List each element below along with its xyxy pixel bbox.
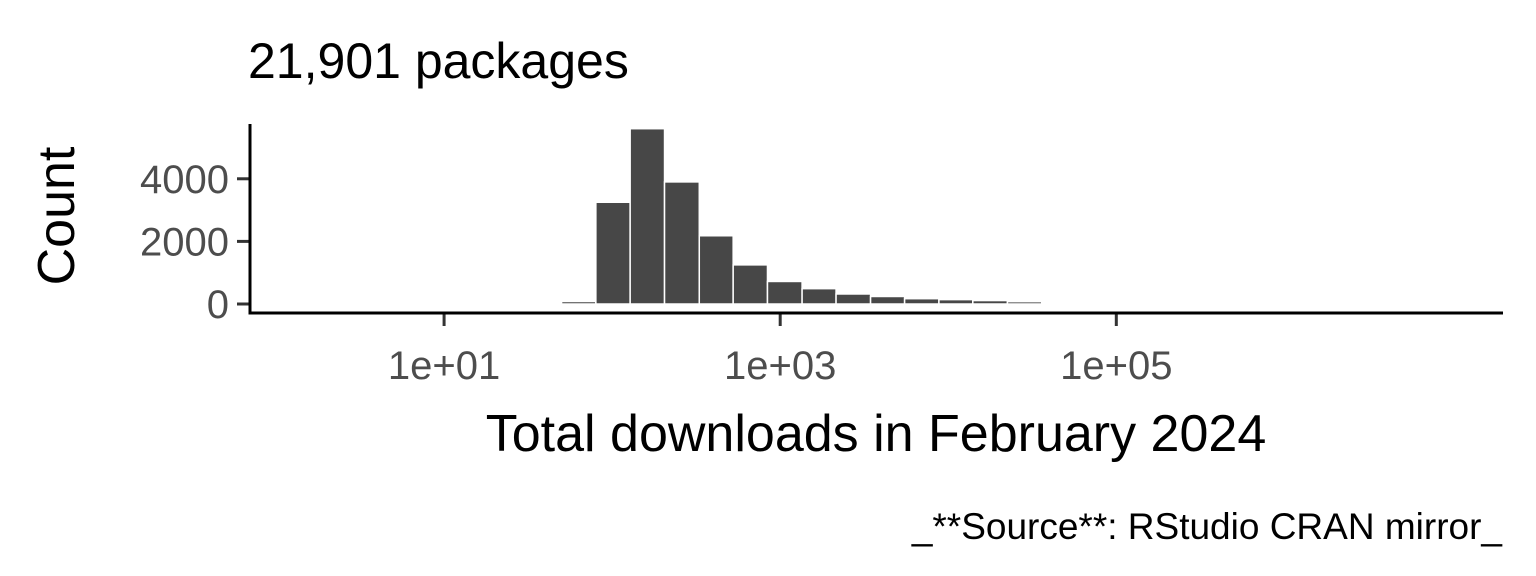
histogram-bar — [766, 280, 803, 305]
histogram-bars — [560, 127, 1043, 305]
histogram-bar — [938, 298, 974, 305]
x-axis-title: Total downloads in February 2024 — [486, 405, 1266, 463]
y-tick-label: 4000 — [140, 158, 229, 202]
histogram-bar — [698, 235, 734, 305]
x-tick-label: 1e+03 — [724, 344, 836, 388]
x-tick-label: 1e+01 — [388, 344, 500, 388]
histogram-bar — [801, 287, 837, 305]
chart-caption: _**Source**: RStudio CRAN mirror_ — [911, 506, 1503, 547]
chart-title: 21,901 packages — [248, 33, 629, 89]
y-axis-ticks: 0 2000 4000 — [140, 158, 250, 327]
histogram-bar — [663, 181, 701, 305]
histogram-bar — [869, 295, 906, 305]
histogram-bar — [595, 201, 631, 305]
histogram-bar — [972, 299, 1009, 305]
histogram-bar — [560, 300, 597, 305]
histogram-bar — [732, 264, 769, 305]
y-axis-title: Count — [28, 146, 86, 285]
x-tick-label: 1e+05 — [1060, 344, 1172, 388]
y-tick-label: 2000 — [140, 220, 229, 264]
y-tick-label: 0 — [207, 283, 229, 327]
histogram-bar — [1006, 300, 1043, 305]
histogram-bar — [835, 293, 872, 305]
histogram-bar — [629, 127, 666, 305]
histogram-bar — [903, 297, 940, 305]
x-axis-ticks: 1e+01 1e+03 1e+05 — [388, 313, 1172, 388]
